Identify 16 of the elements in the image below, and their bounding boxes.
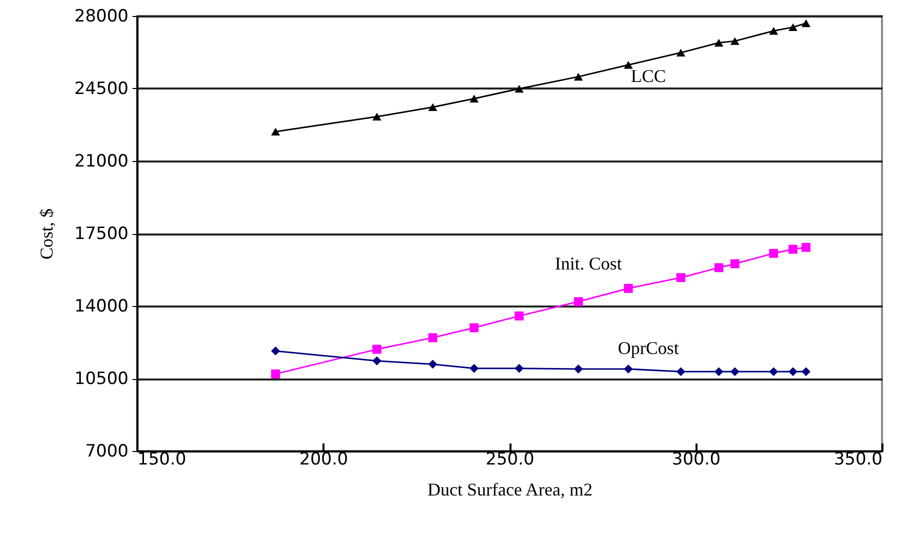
y-tick-label: 21000 <box>74 152 128 172</box>
y-tick-label: 14000 <box>74 296 128 316</box>
x-tick-label: 150.0 <box>138 450 186 470</box>
series-label: LCC <box>630 66 666 86</box>
y-axis-title: Cost, $ <box>36 208 56 260</box>
x-tick-label: 300.0 <box>672 450 721 470</box>
y-tick-label: 7000 <box>85 442 128 462</box>
y-tick-label: 10500 <box>74 369 128 389</box>
x-axis-title: Duct Surface Area, m2 <box>428 480 592 500</box>
y-tick-label: 24500 <box>74 79 128 99</box>
y-tick-label: 28000 <box>74 6 128 26</box>
series-label: Init. Cost <box>554 253 622 274</box>
series-label: OprCost <box>618 338 679 358</box>
x-tick-label: 250.0 <box>486 450 534 470</box>
y-tick-label: 17500 <box>74 224 128 244</box>
x-tick-label: 200.0 <box>299 450 348 470</box>
